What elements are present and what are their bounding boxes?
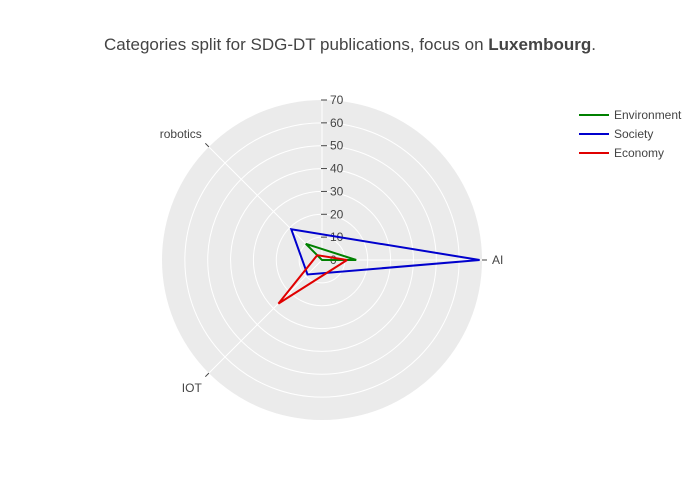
axis-label-ai: AI [492, 253, 503, 267]
angular-gridline [208, 259, 323, 374]
series-line-environment [305, 242, 357, 261]
axis-label-iot: IOT [182, 381, 203, 395]
chart-title: Categories split for SDG-DT publications… [104, 35, 596, 54]
legend-label: Economy [614, 146, 664, 160]
axis-label-robotics: robotics [160, 127, 202, 141]
legend-item-society: Society [579, 127, 653, 141]
series-line-society [289, 228, 480, 276]
radial-tick-label: 20 [330, 207, 344, 221]
radial-tick-label: 60 [330, 116, 344, 130]
angular-gridline [208, 146, 323, 261]
radial-tick-label: 30 [330, 184, 344, 198]
angular-tick [204, 372, 210, 378]
legend-item-economy: Economy [579, 146, 664, 160]
angular-tick [204, 142, 210, 148]
legend-label: Society [614, 127, 653, 141]
radial-tick-label: 70 [330, 93, 344, 107]
radial-tick-label: 40 [330, 162, 344, 176]
radial-tick-label: 50 [330, 139, 344, 153]
legend-item-environment: Environment [579, 108, 682, 122]
legend-label: Environment [614, 108, 682, 122]
legend: Environment Society Economy [579, 108, 682, 160]
series-line-economy [277, 254, 348, 305]
